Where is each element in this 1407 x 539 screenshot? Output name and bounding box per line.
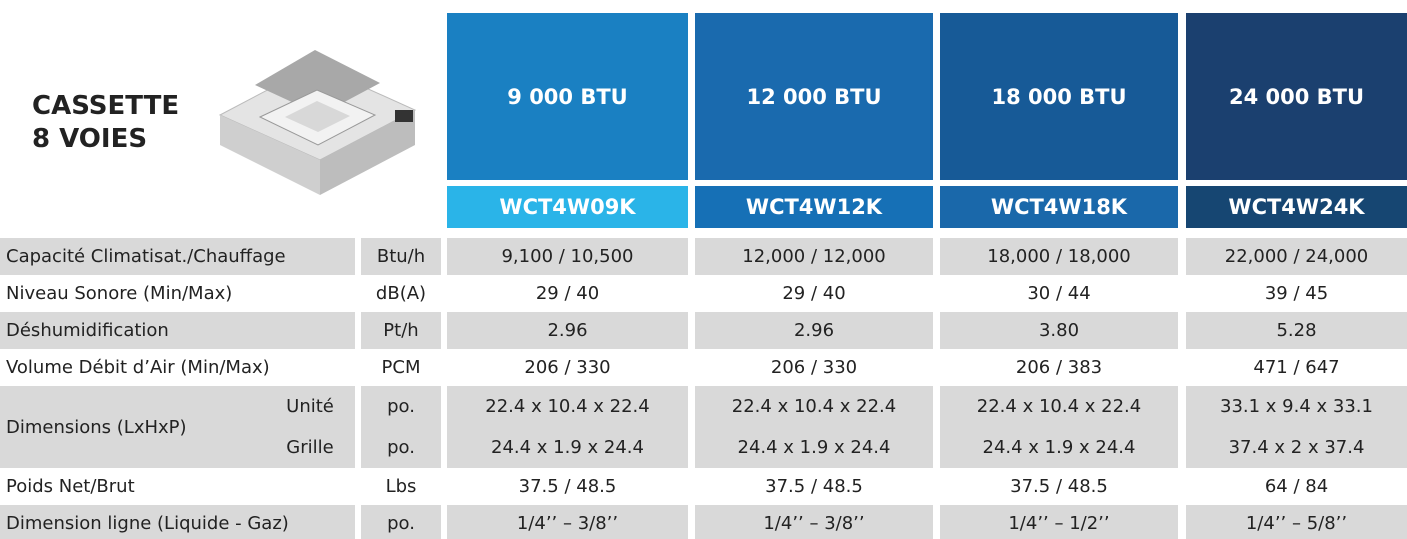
row-label: Volume Débit d’Air (Min/Max) [0, 349, 355, 386]
value-cell: 471 / 647 [1186, 349, 1407, 386]
value-cell: 1/4’’ – 3/8’’ [695, 505, 933, 539]
value-cell: 29 / 40 [695, 275, 933, 312]
value-cell: 24.4 x 1.9 x 24.4 [447, 427, 688, 468]
row-unit: po. [361, 386, 441, 427]
model-header: WCT4W09K [447, 186, 688, 228]
title-line: 8 VOIES [32, 123, 179, 156]
value-cell: 30 / 44 [940, 275, 1178, 312]
row-unit: dB(A) [361, 275, 441, 312]
row-unit: Btu/h [361, 238, 441, 275]
value-cell: 9,100 / 10,500 [447, 238, 688, 275]
model-header: WCT4W18K [940, 186, 1178, 228]
row-unit: Lbs [361, 468, 441, 505]
row-label: Niveau Sonore (Min/Max) [0, 275, 355, 312]
value-cell: 22.4 x 10.4 x 22.4 [940, 386, 1178, 427]
row-label: Dimension ligne (Liquide - Gaz) [0, 505, 355, 539]
value-cell: 37.4 x 2 x 37.4 [1186, 427, 1407, 468]
row-unit: PCM [361, 349, 441, 386]
row-label: Capacité Climatisat./Chauffage [0, 238, 355, 275]
row-label: Dimensions (LxHxP) [0, 386, 265, 468]
model-header: WCT4W24K [1186, 186, 1407, 228]
row-unit: Pt/h [361, 312, 441, 349]
title-line: CASSETTE [32, 90, 179, 123]
row-sublabel: Unité [265, 386, 355, 427]
product-image [200, 35, 430, 205]
value-cell: 37.5 / 48.5 [940, 468, 1178, 505]
value-cell: 206 / 383 [940, 349, 1178, 386]
value-cell: 206 / 330 [447, 349, 688, 386]
value-cell: 22,000 / 24,000 [1186, 238, 1407, 275]
capacity-header: 18 000 BTU [940, 13, 1178, 180]
value-cell: 29 / 40 [447, 275, 688, 312]
spec-table: CASSETTE 8 VOIES 9 000 BTU WCT4W09K12 000… [0, 0, 1407, 539]
value-cell: 1/4’’ – 5/8’’ [1186, 505, 1407, 539]
row-unit: po. [361, 427, 441, 468]
row-label: Poids Net/Brut [0, 468, 355, 505]
value-cell: 64 / 84 [1186, 468, 1407, 505]
capacity-header: 9 000 BTU [447, 13, 688, 180]
value-cell: 206 / 330 [695, 349, 933, 386]
value-cell: 2.96 [447, 312, 688, 349]
value-cell: 2.96 [695, 312, 933, 349]
value-cell: 22.4 x 10.4 x 22.4 [695, 386, 933, 427]
value-cell: 3.80 [940, 312, 1178, 349]
row-sublabel: Grille [265, 427, 355, 468]
value-cell: 1/4’’ – 3/8’’ [447, 505, 688, 539]
value-cell: 12,000 / 12,000 [695, 238, 933, 275]
value-cell: 18,000 / 18,000 [940, 238, 1178, 275]
value-cell: 24.4 x 1.9 x 24.4 [695, 427, 933, 468]
product-title: CASSETTE 8 VOIES [32, 90, 179, 156]
value-cell: 1/4’’ – 1/2’’ [940, 505, 1178, 539]
capacity-header: 24 000 BTU [1186, 13, 1407, 180]
value-cell: 39 / 45 [1186, 275, 1407, 312]
row-label: Déshumidification [0, 312, 355, 349]
value-cell: 37.5 / 48.5 [695, 468, 933, 505]
row-unit: po. [361, 505, 441, 539]
value-cell: 22.4 x 10.4 x 22.4 [447, 386, 688, 427]
model-header: WCT4W12K [695, 186, 933, 228]
capacity-header: 12 000 BTU [695, 13, 933, 180]
value-cell: 37.5 / 48.5 [447, 468, 688, 505]
value-cell: 24.4 x 1.9 x 24.4 [940, 427, 1178, 468]
value-cell: 5.28 [1186, 312, 1407, 349]
value-cell: 33.1 x 9.4 x 33.1 [1186, 386, 1407, 427]
